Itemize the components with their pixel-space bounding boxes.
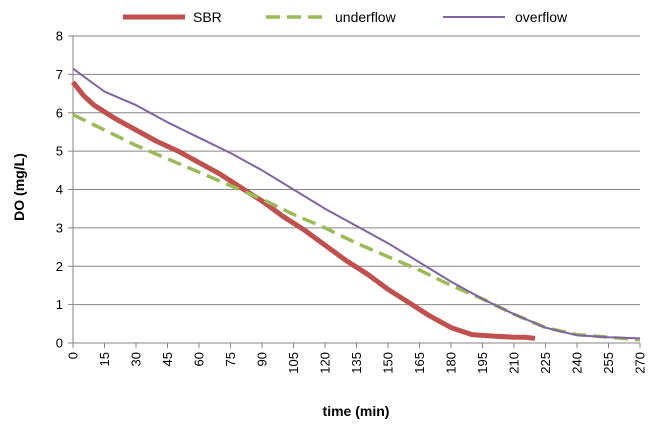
x-tick-label-45: 45 (160, 352, 175, 366)
x-tick-label-180: 180 (444, 352, 459, 374)
y-axis-title: DO (mg/L) (11, 153, 27, 221)
y-tick-label-3: 3 (56, 220, 63, 235)
y-tick-label-2: 2 (56, 259, 63, 274)
legend-label-underflow: underflow (335, 9, 397, 25)
x-tick-label-30: 30 (129, 352, 144, 366)
legend: SBR underflow overflow (123, 9, 568, 25)
x-tick-label-165: 165 (412, 352, 427, 374)
legend-label-SBR: SBR (193, 9, 222, 25)
y-tick-label-7: 7 (56, 67, 63, 82)
x-tick-label-90: 90 (255, 352, 270, 366)
x-tick-label-240: 240 (570, 352, 585, 374)
x-tick-label-105: 105 (286, 352, 301, 374)
x-tick-label-150: 150 (381, 352, 396, 374)
gridlines (73, 35, 640, 306)
series-layer (71, 67, 641, 342)
series-line-SBR (71, 80, 536, 341)
x-axis-title: time (min) (323, 403, 390, 419)
y-tick-label-1: 1 (56, 297, 63, 312)
x-tick-label-210: 210 (507, 352, 522, 374)
x-tick-label-135: 135 (349, 352, 364, 374)
x-tick-label-270: 270 (633, 352, 648, 374)
y-tick-label-0: 0 (56, 336, 63, 351)
x-tick-label-225: 225 (538, 352, 553, 374)
x-tick-label-195: 195 (475, 352, 490, 374)
legend-label-overflow: overflow (515, 9, 568, 25)
x-tick-label-75: 75 (223, 352, 238, 366)
x-tick-label-120: 120 (318, 352, 333, 374)
series-line-overflow (72, 67, 641, 340)
y-tick-label-6: 6 (56, 105, 63, 120)
x-tick-label-60: 60 (192, 352, 207, 366)
x-tick-label-0: 0 (66, 352, 81, 359)
y-tick-label-8: 8 (56, 29, 63, 44)
x-tick-label-255: 255 (601, 352, 616, 374)
y-tick-label-4: 4 (56, 182, 63, 197)
x-tick-label-15: 15 (97, 352, 112, 366)
x-axis-ticks: 0 15 30 45 60 75 90 105 120 135 150 165 180 195 210 225… (66, 343, 648, 374)
y-tick-label-5: 5 (56, 144, 63, 159)
y-axis-ticks: 0 1 2 3 4 5 6 7 8 (56, 29, 73, 351)
series-line-underflow (72, 113, 641, 342)
